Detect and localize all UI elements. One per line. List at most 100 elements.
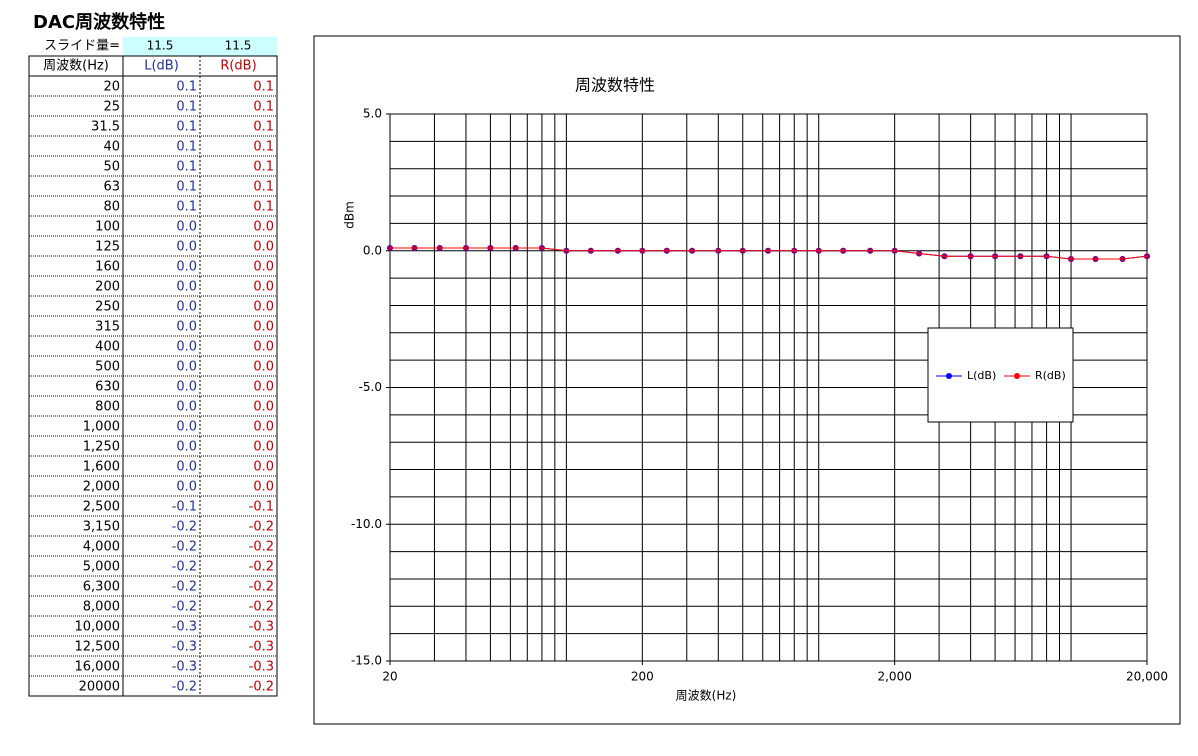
table-cell: 0.0 (253, 280, 274, 295)
table-cell: 8,000 (83, 600, 120, 615)
table-cell: 630 (95, 380, 120, 395)
table-cell: 100 (95, 220, 120, 235)
table-cell: 0.0 (253, 380, 274, 395)
table-cell: 0.0 (176, 480, 197, 495)
legend-marker (946, 373, 952, 379)
point (487, 245, 494, 252)
table-cell: -0.2 (249, 540, 274, 555)
table-cell: 25 (103, 100, 120, 115)
table-header: 周波数(Hz) (43, 59, 109, 74)
table-cell: 0.0 (176, 380, 197, 395)
table-cell: -0.2 (172, 560, 197, 575)
legend-label: L(dB) (967, 369, 996, 382)
table-cell: 1,000 (83, 420, 120, 435)
point (411, 245, 418, 252)
table-cell: 125 (95, 240, 120, 255)
point (436, 245, 443, 252)
point (715, 247, 722, 254)
table-cell: -0.3 (249, 640, 274, 655)
table-cell: 0.0 (176, 220, 197, 235)
table-cell: 63 (103, 180, 120, 195)
slide-right: 11.5 (225, 39, 252, 53)
y-tick-label: 5.0 (363, 107, 382, 121)
point (739, 247, 746, 254)
point (639, 247, 646, 254)
x-tick-label: 2,000 (877, 670, 911, 684)
point (614, 247, 621, 254)
table-cell: 0.0 (253, 480, 274, 495)
table-cell: 0.0 (253, 400, 274, 415)
table-cell: 400 (95, 340, 120, 355)
table-cell: -0.2 (172, 600, 197, 615)
slide-left: 11.5 (147, 39, 174, 53)
plot: 5.0 0.0 -5.0 -10.0 -15.020 200 2,000 20,000 L(dB… (351, 107, 1168, 684)
table-cell: 20000 (79, 680, 120, 695)
point (512, 245, 519, 252)
table-cell: -0.2 (172, 580, 197, 595)
table-cell: 0.1 (253, 120, 274, 135)
point (538, 245, 545, 252)
table-cell: 3,150 (83, 520, 120, 535)
table-cell: 0.1 (253, 140, 274, 155)
table-cell: 0.0 (253, 220, 274, 235)
table-cell: -0.2 (249, 520, 274, 535)
table-cell: 315 (95, 320, 120, 335)
table: 周波数(Hz) L(dB) R(dB) 20 0.1 0.1 25 0.1 0.1 31.5 0.1… (28, 55, 278, 697)
table-cell: 0.0 (253, 420, 274, 435)
y-tick-label: -10.0 (351, 517, 382, 531)
point (791, 247, 798, 254)
point (1017, 253, 1024, 260)
page-title: DAC周波数特性 (33, 11, 165, 33)
table-cell: -0.2 (249, 680, 274, 695)
point (992, 253, 999, 260)
point (1092, 255, 1099, 262)
table-cell: 0.0 (176, 460, 197, 475)
table-cell: 4,000 (83, 540, 120, 555)
y-tick-label: -5.0 (359, 380, 382, 394)
table-cell: 0.0 (253, 240, 274, 255)
point (941, 253, 948, 260)
table-cell: 0.0 (176, 280, 197, 295)
table-cell: 0.1 (176, 160, 197, 175)
table-cell: 0.0 (176, 400, 197, 415)
point (563, 247, 570, 254)
y-axis-label: dBm (343, 201, 357, 229)
table-cell: -0.2 (249, 560, 274, 575)
table-cell: 0.0 (253, 340, 274, 355)
point (916, 250, 923, 257)
point (587, 247, 594, 254)
x-axis-label: 周波数(Hz) (676, 688, 737, 703)
point (967, 253, 974, 260)
table-cell: 0.1 (176, 140, 197, 155)
point (840, 247, 847, 254)
table-cell: 40 (103, 140, 120, 155)
x-tick-label: 200 (631, 670, 654, 684)
table-cell: 0.1 (176, 120, 197, 135)
table-cell: -0.3 (172, 660, 197, 675)
point (689, 247, 696, 254)
table-cell: 0.0 (253, 360, 274, 375)
table-header: R(dB) (220, 59, 256, 74)
point (891, 247, 898, 254)
table-cell: 0.1 (176, 100, 197, 115)
table-cell: 80 (103, 200, 120, 215)
table-cell: 2,000 (83, 480, 120, 495)
table-cell: 0.0 (176, 300, 197, 315)
point (462, 245, 469, 252)
table-cell: 0.0 (253, 260, 274, 275)
table-cell: 0.1 (176, 80, 197, 95)
table-cell: -0.2 (172, 520, 197, 535)
table-cell: 0.1 (253, 160, 274, 175)
point (1068, 255, 1075, 262)
table-cell: 200 (95, 280, 120, 295)
x-tick-label: 20,000 (1126, 670, 1168, 684)
table-cell: -0.2 (249, 580, 274, 595)
table-cell: 0.0 (176, 320, 197, 335)
table-cell: -0.3 (172, 620, 197, 635)
table-cell: 2,500 (83, 500, 120, 515)
table-cell: -0.2 (172, 680, 197, 695)
table-cell: 0.1 (253, 80, 274, 95)
table-cell: 250 (95, 300, 120, 315)
table-cell: 800 (95, 400, 120, 415)
